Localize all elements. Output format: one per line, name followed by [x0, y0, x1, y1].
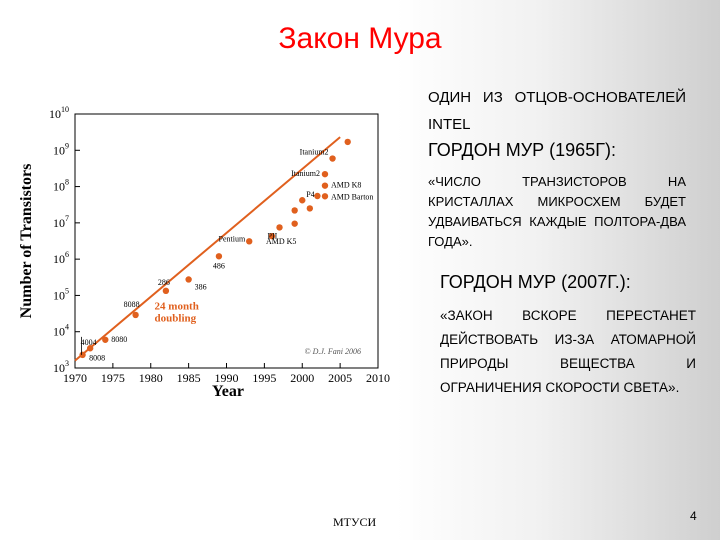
data-point [291, 207, 297, 213]
data-point-label: PII [268, 231, 278, 240]
data-point-label: 286 [158, 278, 170, 287]
data-point [299, 197, 305, 203]
quote-1965: «Число транзисторов на кристаллах микрос… [428, 172, 686, 252]
data-point [79, 352, 85, 358]
data-point-label: 8088 [124, 300, 140, 309]
data-point [322, 171, 328, 177]
trend-label-line2: doubling [155, 312, 197, 324]
quote-2007: «Закон вскоре перестанет действовать из-… [440, 304, 696, 400]
x-tick-label: 1985 [177, 371, 201, 385]
moore-law-chart: 103 104 105 106 107 108 109 1010 1970 1975 1980 19… [13, 104, 390, 404]
bullet-moore-2007: Гордон Мур (2007г.): [440, 272, 700, 293]
y-tick-label: 108 [53, 178, 69, 194]
data-point [246, 238, 252, 244]
data-point-label: Itanium2 [300, 148, 329, 157]
y-tick-label: 106 [53, 250, 69, 266]
x-tick-label: 1970 [63, 371, 87, 385]
data-point-label: AMD Barton [331, 192, 373, 201]
data-point-label: 8008 [89, 353, 105, 362]
y-tick-label: 105 [53, 286, 69, 302]
data-point [216, 253, 222, 259]
x-tick-label: 2010 [366, 371, 390, 385]
data-point [329, 155, 335, 161]
data-point-label: P4 [306, 190, 314, 199]
x-axis-label: Year [212, 383, 244, 400]
copyright-annotation: © D.J. Fani 2006 [304, 347, 361, 356]
data-point-label: 386 [195, 282, 207, 291]
data-point [322, 182, 328, 188]
data-point [307, 205, 313, 211]
footer-org: МТУСИ [333, 515, 376, 530]
data-point-label: Pentium [219, 234, 246, 243]
data-point [322, 193, 328, 199]
x-tick-label: 2000 [290, 371, 314, 385]
data-point [87, 345, 93, 351]
data-point [276, 224, 282, 230]
trend-label-line1: 24 month [155, 300, 199, 312]
y-tick-label: 107 [53, 214, 69, 230]
x-tick-label: 1975 [101, 371, 125, 385]
y-tick-label: 104 [53, 323, 69, 339]
x-tick-label: 1980 [139, 371, 163, 385]
data-point [102, 337, 108, 343]
bullet-moore-1965: Гордон Мур (1965г): [428, 140, 698, 161]
x-tick-label: 1995 [252, 371, 276, 385]
data-point [132, 312, 138, 318]
data-point-label: Itanium2 [291, 169, 320, 178]
page-number: 4 [690, 509, 697, 523]
slide-title: Закон Мура [0, 22, 720, 56]
data-point-label: AMD K8 [331, 181, 361, 190]
data-point [314, 193, 320, 199]
data-point [163, 288, 169, 294]
y-tick-label: 1010 [49, 105, 69, 121]
bullet-founder: Один из отцов-основателей Intel [428, 84, 686, 138]
data-point [185, 276, 191, 282]
data-point-label: 486 [213, 261, 225, 270]
data-point-label: 8080 [111, 335, 127, 344]
data-point [291, 220, 297, 226]
x-tick-label: 2005 [328, 371, 352, 385]
y-axis-label: Number of Transistors [18, 164, 35, 319]
data-point [345, 139, 351, 145]
y-tick-label: 109 [53, 141, 69, 157]
